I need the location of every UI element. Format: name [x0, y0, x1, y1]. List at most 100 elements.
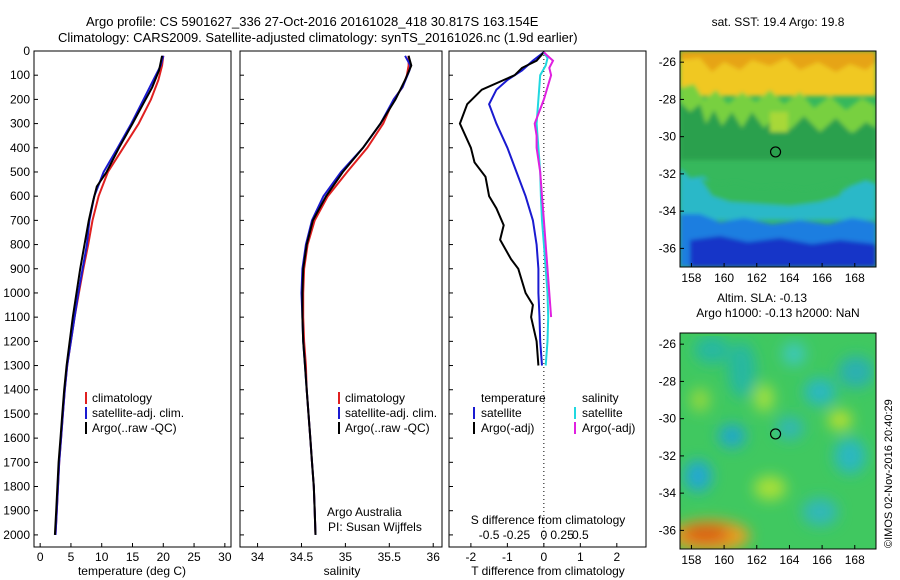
series-line-salinity-argo-adj: [533, 51, 555, 318]
depth-tick-label: 1900: [3, 504, 30, 518]
salinity-depth-ticks: [240, 50, 244, 536]
depth-axis: 0 100 200 300 400 500 600 700 800 900 1000 1100 1200…: [3, 44, 38, 542]
credit-line2: PI: Susan Wijffels: [328, 520, 422, 534]
legend-title-salinity: salinity: [582, 391, 619, 405]
depth-tick-label: 1500: [3, 407, 30, 421]
sla-map: Altim. SLA: -0.13 Argo h1000: -0.13 h200…: [659, 291, 877, 567]
depth-tick-label: 1300: [3, 359, 30, 373]
legend-title-temperature: temperature: [481, 391, 546, 405]
depth-tick-label: 1400: [3, 383, 30, 397]
salinity-plot-frame: [239, 50, 443, 548]
x-tick-label: 10: [95, 550, 109, 564]
x-tick-label: 36: [427, 550, 441, 564]
series-line-argo-raw-qc: [301, 55, 413, 535]
depth-tick-label: 900: [10, 262, 30, 276]
lat-tick-label: -32: [659, 167, 677, 181]
depth-tick-label: 2000: [3, 528, 30, 542]
x-tick-label: 34.5: [290, 550, 314, 564]
temperature-x-axis: 0 5 10 15 20 25 30: [37, 543, 232, 564]
series-line-temperature-argo-adj: [458, 51, 545, 366]
temperature-legend: climatology satellite-adj. clim. Argo(..…: [85, 391, 184, 435]
salinity-x-label: salinity: [324, 564, 361, 578]
temperature-panel: 0100200300400500600700800900100011001200…: [3, 44, 232, 578]
sst-map: sat. SST: 19.4 Argo: 19.8 158 160 162 164 16…: [659, 15, 877, 285]
sst-lon-axis: 158 160 162 164 166 168: [681, 263, 865, 285]
x-tick-label: -1: [502, 550, 513, 564]
lon-tick-label: 164: [779, 553, 799, 567]
sst-map-title: sat. SST: 19.4 Argo: 19.8: [712, 15, 845, 29]
difference-top-x-label: S difference from climatology: [471, 513, 626, 527]
top-tick-label: 0: [541, 528, 548, 542]
depth-tick-label: 400: [10, 141, 30, 155]
legend-label-argo: Argo(..raw -QC): [92, 421, 177, 435]
temperature-series: [53, 55, 165, 535]
legend-label-temp-argo: Argo(-adj): [481, 421, 534, 435]
depth-tick-label: 700: [10, 213, 30, 227]
difference-series: [458, 51, 555, 366]
x-tick-label: 15: [126, 550, 140, 564]
figure-title-line2: Climatology: CARS2009. Satellite-adjuste…: [58, 30, 578, 45]
x-tick-label: 0: [37, 550, 44, 564]
depth-tick-label: 1100: [4, 310, 30, 324]
lat-tick-label: -30: [659, 130, 677, 144]
depth-tick-label: 1000: [3, 286, 30, 300]
sla-map-title: Altim. SLA: -0.13: [717, 291, 807, 305]
x-tick-label: 20: [157, 550, 171, 564]
legend-label-satellite: satellite-adj. clim.: [92, 406, 184, 420]
lat-tick-label: -30: [659, 412, 677, 426]
x-tick-label: -2: [466, 550, 477, 564]
legend-label-sal-argo: Argo(-adj): [582, 421, 635, 435]
lat-tick-label: -36: [659, 523, 677, 537]
lon-tick-label: 162: [747, 271, 767, 285]
depth-tick-label: 500: [10, 165, 30, 179]
difference-x-label: T difference from climatology: [471, 564, 625, 578]
lon-tick-label: 166: [812, 553, 832, 567]
x-tick-label: 35: [339, 550, 353, 564]
lat-tick-label: -34: [659, 204, 677, 218]
lon-tick-label: 158: [681, 553, 701, 567]
difference-x-axis: -2 -1 0 1 2: [466, 543, 620, 564]
lon-tick-label: 162: [747, 553, 767, 567]
legend-label-satellite: satellite-adj. clim.: [345, 406, 437, 420]
depth-tick-label: 1600: [3, 431, 30, 445]
legend-label-temp-satellite: satellite: [481, 406, 522, 420]
series-line-argo-raw-qc: [53, 55, 164, 535]
sst-field: [680, 51, 876, 267]
depth-tick-label: 0: [23, 44, 30, 58]
depth-tick-label: 1800: [3, 480, 30, 494]
depth-tick-label: 300: [10, 117, 30, 131]
salinity-legend: climatology satellite-adj. clim. Argo(..…: [338, 391, 437, 435]
depth-tick-label: 200: [10, 92, 30, 106]
copyright-stamp: ©IMOS 02-Nov-2016 20:40:29: [883, 399, 895, 548]
sla-map-frame: [679, 332, 877, 550]
credit-line1: Argo Australia: [327, 505, 402, 519]
lon-tick-label: 168: [845, 553, 865, 567]
sla-map-subtitle: Argo h1000: -0.13 h2000: NaN: [696, 306, 859, 320]
lat-tick-label: -26: [659, 337, 677, 351]
salinity-series: [300, 55, 413, 535]
difference-panel: -2 -1 0 1 2 T difference from climatology S …: [448, 50, 647, 578]
depth-tick-label: 1200: [3, 334, 30, 348]
x-tick-label: 25: [187, 550, 201, 564]
top-tick-label: 0.25: [550, 528, 574, 542]
lon-tick-label: 158: [681, 271, 701, 285]
figure-title-line1: Argo profile: CS 5901627_336 27-Oct-2016…: [86, 14, 539, 29]
sla-lat-axis: -26 -28 -30 -32 -34 -36: [659, 337, 684, 537]
argo-location-marker: [769, 146, 782, 158]
top-tick-label: 0.5: [572, 528, 589, 542]
x-tick-label: 30: [218, 550, 232, 564]
top-tick-label: -0.25: [503, 528, 531, 542]
lat-tick-label: -34: [659, 486, 677, 500]
lat-tick-label: -32: [659, 449, 677, 463]
salinity-panel: 34 34.5 35 35.5 36 salinity climatology sate…: [239, 50, 443, 578]
lon-tick-label: 164: [779, 271, 799, 285]
legend-label-climatology: climatology: [345, 391, 405, 405]
depth-tick-label: 1700: [3, 455, 30, 469]
x-tick-label: 0: [541, 550, 548, 564]
top-tick-label: -0.5: [479, 528, 500, 542]
depth-tick-label: 100: [10, 68, 30, 82]
lon-tick-label: 168: [845, 271, 865, 285]
legend-label-sal-satellite: satellite: [582, 406, 623, 420]
lat-tick-label: -36: [659, 241, 677, 255]
